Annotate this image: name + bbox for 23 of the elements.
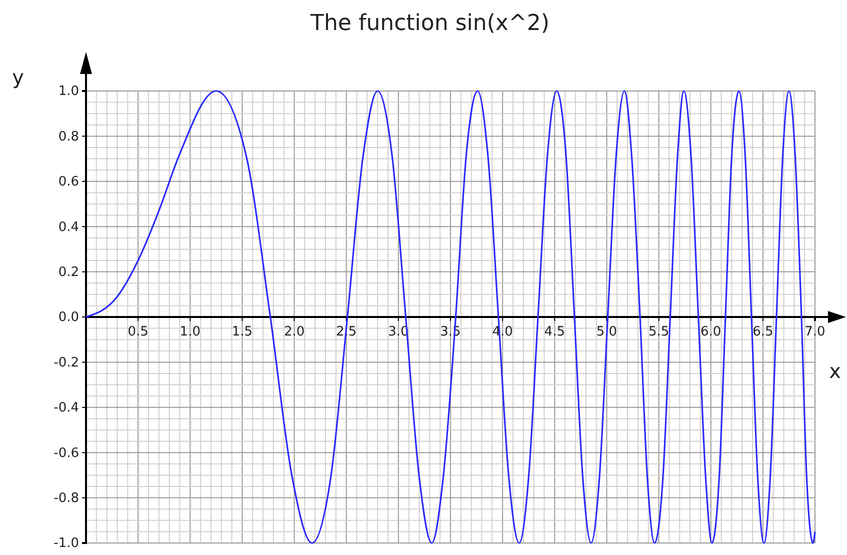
x-tick-label: 5.5 [648,324,670,340]
y-tick-label: 0.6 [58,174,79,190]
y-tick-label: 0.4 [58,220,79,235]
x-axis-title: x [829,359,842,383]
chart-title: The function sin(x^2) [310,11,550,36]
x-tick-label: 4.5 [544,324,565,340]
y-tick-label: -1.0 [54,536,79,552]
y-axis-title: y [12,65,24,89]
x-tick-label: 0.5 [128,324,148,340]
x-tick-label: 2.0 [284,324,305,340]
y-tick-label: -0.2 [54,355,79,370]
y-tick-label: -0.4 [54,400,79,416]
x-tick-label: 6.5 [752,324,774,340]
x-tick-label: 1.0 [180,324,200,340]
x-tick-label: 6.0 [700,324,722,340]
x-tick-label: 7.0 [804,324,826,340]
y-tick-label: 0.2 [58,264,79,280]
y-tick-label: 0.8 [58,129,79,144]
y-tick-label: -0.8 [54,490,79,506]
y-tick-label: 0.0 [58,310,79,326]
y-tick-label: 1.0 [58,84,79,100]
y-tick-label: -0.6 [54,446,79,461]
x-tick-label: 1.5 [232,324,253,340]
